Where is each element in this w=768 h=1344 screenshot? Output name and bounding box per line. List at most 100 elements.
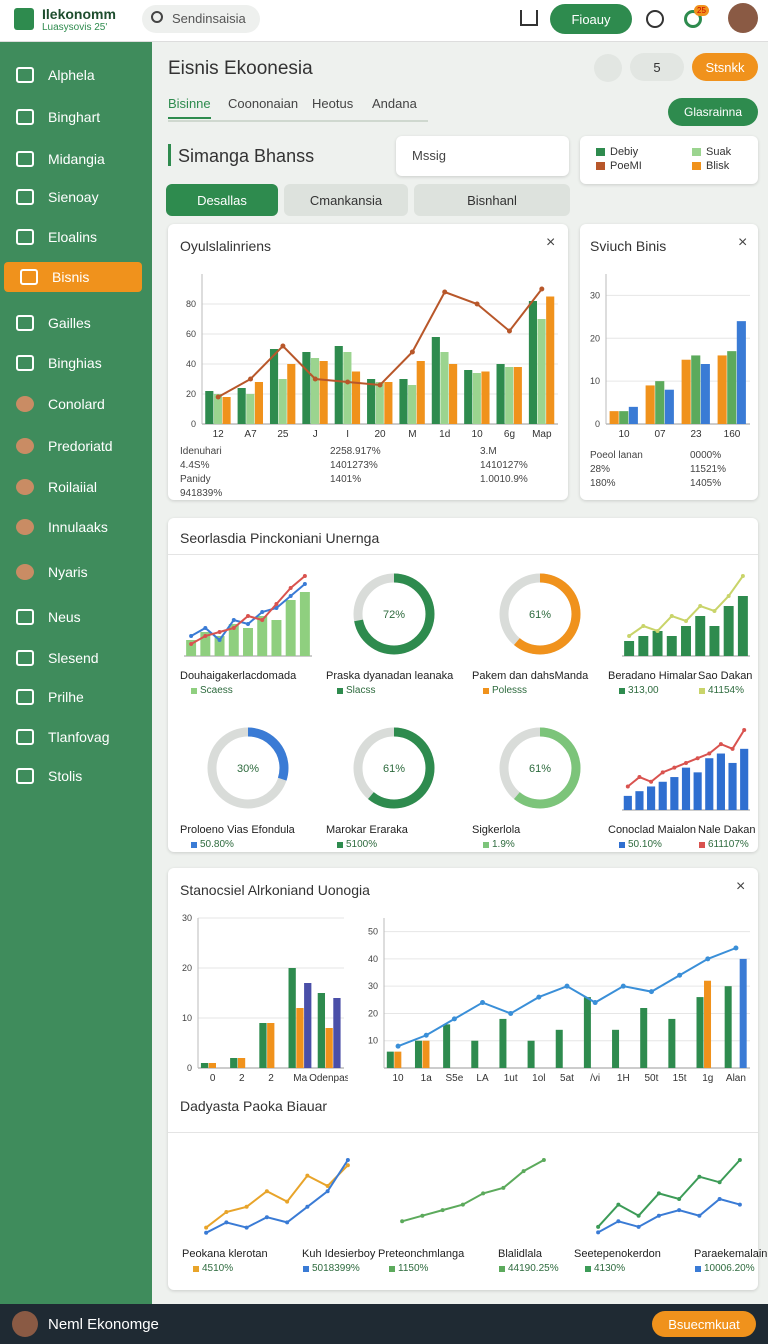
x-tick-label: 15t — [673, 1073, 687, 1084]
dropdown-button[interactable]: Glasrainna — [668, 98, 758, 126]
point — [204, 1230, 209, 1235]
nav-item[interactable]: Eloalins — [0, 222, 152, 252]
section-button[interactable]: Bisnhanl — [414, 184, 570, 216]
nav-item[interactable]: Conolard — [0, 389, 152, 419]
bar — [737, 596, 748, 656]
bar — [528, 301, 538, 424]
notification-icon[interactable] — [684, 10, 702, 28]
nav-item[interactable]: Binghias — [0, 348, 152, 378]
tab[interactable]: Bisinne — [168, 96, 211, 119]
bar — [723, 606, 734, 656]
point — [733, 945, 739, 951]
point — [260, 610, 265, 614]
donut-arc — [353, 727, 435, 809]
home-icon[interactable] — [520, 10, 538, 26]
point — [726, 594, 731, 598]
section-button[interactable]: Desallas — [166, 184, 278, 216]
bar — [325, 1028, 333, 1068]
avatar[interactable] — [728, 3, 758, 33]
tabs: Bisinne Coononaian Heotus Andana — [168, 96, 428, 122]
bar — [205, 391, 214, 424]
help-icon[interactable] — [646, 10, 664, 28]
point — [264, 1189, 269, 1194]
point — [264, 1215, 269, 1220]
nav-item[interactable]: Predoriatd — [0, 431, 152, 461]
primary-button[interactable]: Fioauy — [550, 4, 632, 34]
legend-note: 11521% — [690, 464, 726, 475]
nav-item[interactable]: Binghart — [0, 102, 152, 132]
bar — [716, 753, 725, 810]
nav-item[interactable]: Roilaiial — [0, 472, 152, 502]
nav-item[interactable]: Stolis — [0, 761, 152, 791]
bar — [422, 1040, 430, 1068]
point — [244, 1204, 249, 1209]
nav-item[interactable]: Tlanfovag — [0, 722, 152, 752]
legend-note: Polesss — [492, 685, 528, 696]
nav-item[interactable]: Midangia — [0, 144, 152, 174]
tab[interactable]: Andana — [372, 96, 417, 111]
logo — [14, 8, 34, 30]
bar — [612, 1029, 620, 1068]
count-button[interactable]: 5 — [630, 53, 684, 81]
chart: 0 10 20 30 10 07 23 160 — [590, 274, 750, 440]
chart-title: Oyulslalinriens — [180, 238, 272, 254]
accent — [168, 144, 171, 166]
section-buttons: Desallas Cmankansia Bisnhanl — [166, 184, 586, 218]
section-button[interactable]: Cmankansia — [284, 184, 408, 216]
bar — [333, 998, 341, 1068]
legend-note: 941839% — [180, 488, 223, 499]
nav-item[interactable]: Nyaris — [0, 557, 152, 587]
point — [442, 289, 448, 295]
x-tick-label: 07 — [654, 429, 666, 440]
bar — [416, 361, 425, 424]
nav-item[interactable]: Neus — [0, 602, 152, 632]
bar — [386, 1051, 394, 1068]
legend-swatch — [596, 148, 605, 156]
action-button[interactable]: Stsnkk — [692, 53, 758, 81]
tab[interactable]: Heotus — [312, 96, 354, 111]
nav-item[interactable]: Prilhe — [0, 682, 152, 712]
close-button[interactable]: × — [546, 234, 556, 251]
close-button[interactable]: × — [738, 234, 748, 251]
legend-note: 1.0010.9% — [480, 474, 528, 485]
legend-note: 4510% — [202, 1263, 234, 1274]
nav-icon — [16, 189, 34, 205]
point — [325, 1184, 330, 1188]
bar — [213, 394, 222, 424]
x-tick-label: M — [408, 429, 416, 440]
point — [596, 1230, 601, 1235]
x-tick-label: A7 — [244, 429, 257, 440]
donut-arc — [499, 573, 581, 655]
y-tick-label: 20 — [182, 963, 192, 973]
x-tick-label: Odenpas — [309, 1073, 348, 1084]
chart-title: Stanocsiel Alrkoniand Uonogia — [180, 882, 370, 898]
menu-button[interactable] — [594, 54, 622, 82]
close-button[interactable]: × — [736, 878, 746, 895]
mini-title: Douhaigakerlacdomada — [180, 670, 297, 682]
section-search[interactable]: Mssig — [396, 136, 569, 176]
legend-swatch — [499, 1266, 505, 1272]
x-tick-label: 1ol — [532, 1073, 545, 1084]
nav-item[interactable]: Gailles — [0, 308, 152, 338]
donut-label: 30% — [237, 763, 259, 775]
nav-item[interactable]: Innulaaks — [0, 512, 152, 542]
point — [460, 1202, 465, 1207]
legend-note: 1410127% — [480, 460, 528, 471]
tab[interactable]: Coononaian — [228, 96, 299, 111]
point — [625, 784, 630, 789]
footer: Neml Ekonomge Bsuecmkuat — [0, 1304, 768, 1344]
point — [345, 1158, 350, 1162]
chart-title: Sviuch Binis — [590, 238, 667, 254]
footer-button[interactable]: Bsuecmkuat — [652, 1311, 756, 1337]
x-tick-label: 160 — [724, 429, 741, 440]
y-tick-label: 0 — [595, 419, 600, 429]
bar — [546, 296, 555, 424]
y-tick-label: 30 — [590, 290, 600, 300]
nav-item[interactable]: Slesend — [0, 643, 152, 673]
bar — [505, 367, 514, 424]
nav-item[interactable]: Bisnis — [4, 262, 142, 292]
point — [305, 1204, 310, 1209]
nav-item[interactable]: Alphela — [0, 60, 152, 90]
nav-item[interactable]: Sienoay — [0, 182, 152, 212]
